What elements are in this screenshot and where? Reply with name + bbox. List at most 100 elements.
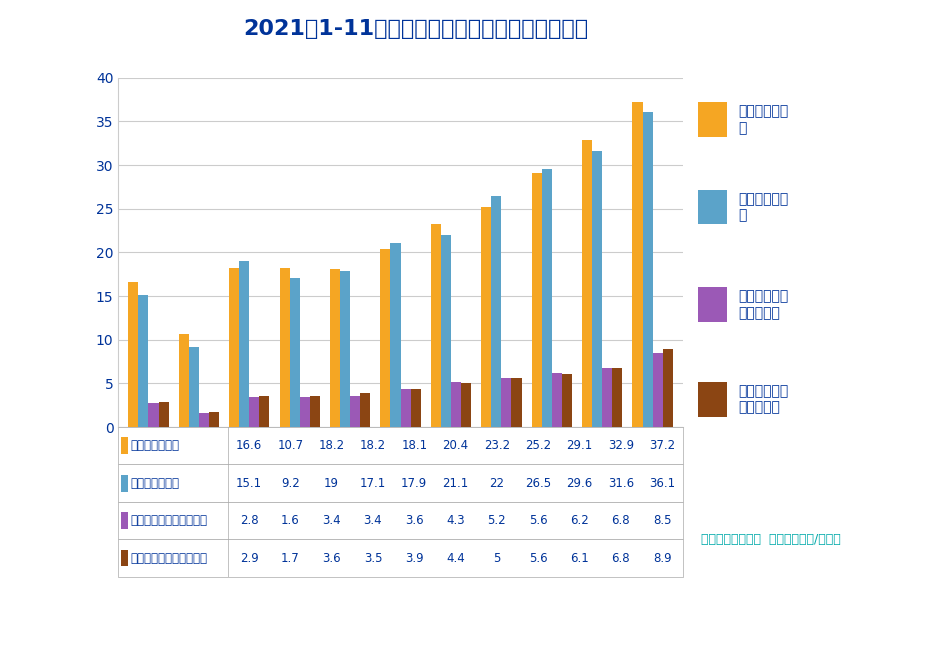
Bar	[259, 395, 270, 427]
Text: 1.7: 1.7	[281, 551, 300, 564]
Bar	[400, 389, 411, 427]
FancyBboxPatch shape	[698, 102, 727, 137]
Text: 2.8: 2.8	[239, 514, 258, 527]
Text: 纯电动汽车产
量: 纯电动汽车产 量	[739, 104, 789, 135]
Text: 5.6: 5.6	[529, 551, 548, 564]
Text: 29.6: 29.6	[567, 477, 592, 490]
FancyBboxPatch shape	[698, 287, 727, 322]
Text: 纯电动汽车销量: 纯电动汽车销量	[131, 477, 180, 490]
Text: 19: 19	[324, 477, 339, 490]
Text: 数据来源：中汽协  制表：电池网/数据部: 数据来源：中汽协 制表：电池网/数据部	[701, 533, 841, 546]
Bar	[300, 397, 309, 427]
Bar	[603, 367, 612, 427]
Bar	[391, 243, 400, 427]
Bar	[250, 397, 259, 427]
Bar	[653, 353, 662, 427]
Bar	[350, 395, 360, 427]
Text: 22: 22	[489, 477, 504, 490]
Bar	[289, 278, 300, 427]
Text: 纯电动汽车销
量: 纯电动汽车销 量	[739, 192, 789, 222]
FancyBboxPatch shape	[698, 382, 727, 417]
Bar	[491, 196, 501, 427]
Bar	[239, 261, 250, 427]
Text: 2021年1-11月新能源汽车产销量（单位：万辆）: 2021年1-11月新能源汽车产销量（单位：万辆）	[244, 19, 588, 40]
Bar	[430, 224, 441, 427]
Text: 36.1: 36.1	[649, 477, 675, 490]
Text: 16.6: 16.6	[236, 439, 262, 452]
Bar	[482, 207, 491, 427]
Text: 5: 5	[493, 551, 500, 564]
Text: 9.2: 9.2	[281, 477, 300, 490]
FancyBboxPatch shape	[118, 465, 683, 502]
Bar	[461, 384, 471, 427]
Bar	[532, 173, 542, 427]
Bar	[633, 102, 642, 427]
Bar	[340, 271, 350, 427]
Bar	[189, 347, 199, 427]
Bar	[612, 367, 622, 427]
Text: 10.7: 10.7	[277, 439, 304, 452]
Bar	[662, 349, 673, 427]
Bar	[582, 140, 592, 427]
Bar	[149, 402, 159, 427]
Text: 3.6: 3.6	[323, 551, 341, 564]
Bar	[138, 295, 149, 427]
Text: 纯电动汽车产量: 纯电动汽车产量	[131, 439, 180, 452]
Text: 5.2: 5.2	[487, 514, 506, 527]
Text: 20.4: 20.4	[443, 439, 468, 452]
Bar	[380, 249, 391, 427]
Bar	[330, 269, 340, 427]
Bar	[562, 374, 572, 427]
Text: 3.9: 3.9	[405, 551, 424, 564]
Text: 26.5: 26.5	[525, 477, 552, 490]
Text: 3.6: 3.6	[405, 514, 424, 527]
Text: 37.2: 37.2	[649, 439, 675, 452]
Text: 插电式混合动力汽车产量: 插电式混合动力汽车产量	[131, 514, 208, 527]
Bar	[542, 168, 552, 427]
Text: 31.6: 31.6	[607, 477, 634, 490]
Text: 18.2: 18.2	[359, 439, 386, 452]
Text: 8.5: 8.5	[653, 514, 672, 527]
Bar	[411, 389, 421, 427]
Bar	[592, 151, 603, 427]
Text: 18.2: 18.2	[319, 439, 344, 452]
Bar	[552, 373, 562, 427]
Bar	[512, 378, 521, 427]
Text: 6.8: 6.8	[611, 514, 630, 527]
Text: 17.9: 17.9	[401, 477, 428, 490]
Text: 1.6: 1.6	[281, 514, 300, 527]
FancyBboxPatch shape	[121, 475, 128, 492]
Bar	[199, 413, 209, 427]
Bar	[179, 334, 189, 427]
Text: 4.3: 4.3	[447, 514, 464, 527]
FancyBboxPatch shape	[118, 502, 683, 539]
FancyBboxPatch shape	[698, 189, 727, 224]
Text: 插电式混合动
力汽车销量: 插电式混合动 力汽车销量	[739, 384, 789, 414]
Text: 5.6: 5.6	[529, 514, 548, 527]
Text: 6.8: 6.8	[611, 551, 630, 564]
Text: 32.9: 32.9	[607, 439, 634, 452]
FancyBboxPatch shape	[121, 437, 128, 454]
Text: 4.4: 4.4	[447, 551, 465, 564]
Text: 18.1: 18.1	[401, 439, 428, 452]
Text: 3.4: 3.4	[323, 514, 341, 527]
Bar	[229, 268, 239, 427]
Bar	[309, 397, 320, 427]
Bar	[159, 402, 168, 427]
Text: 2.9: 2.9	[239, 551, 258, 564]
FancyBboxPatch shape	[118, 427, 683, 465]
FancyBboxPatch shape	[121, 550, 128, 566]
Text: 6.1: 6.1	[570, 551, 589, 564]
Bar	[642, 112, 653, 427]
FancyBboxPatch shape	[118, 539, 683, 577]
Text: 8.9: 8.9	[653, 551, 672, 564]
Bar	[441, 235, 451, 427]
Text: 17.1: 17.1	[359, 477, 386, 490]
Bar	[360, 393, 370, 427]
Text: 15.1: 15.1	[236, 477, 262, 490]
FancyBboxPatch shape	[121, 512, 128, 529]
Bar	[280, 268, 289, 427]
Bar	[451, 382, 461, 427]
Text: 插电式混合动
力汽车产量: 插电式混合动 力汽车产量	[739, 290, 789, 320]
Text: 3.5: 3.5	[363, 551, 382, 564]
